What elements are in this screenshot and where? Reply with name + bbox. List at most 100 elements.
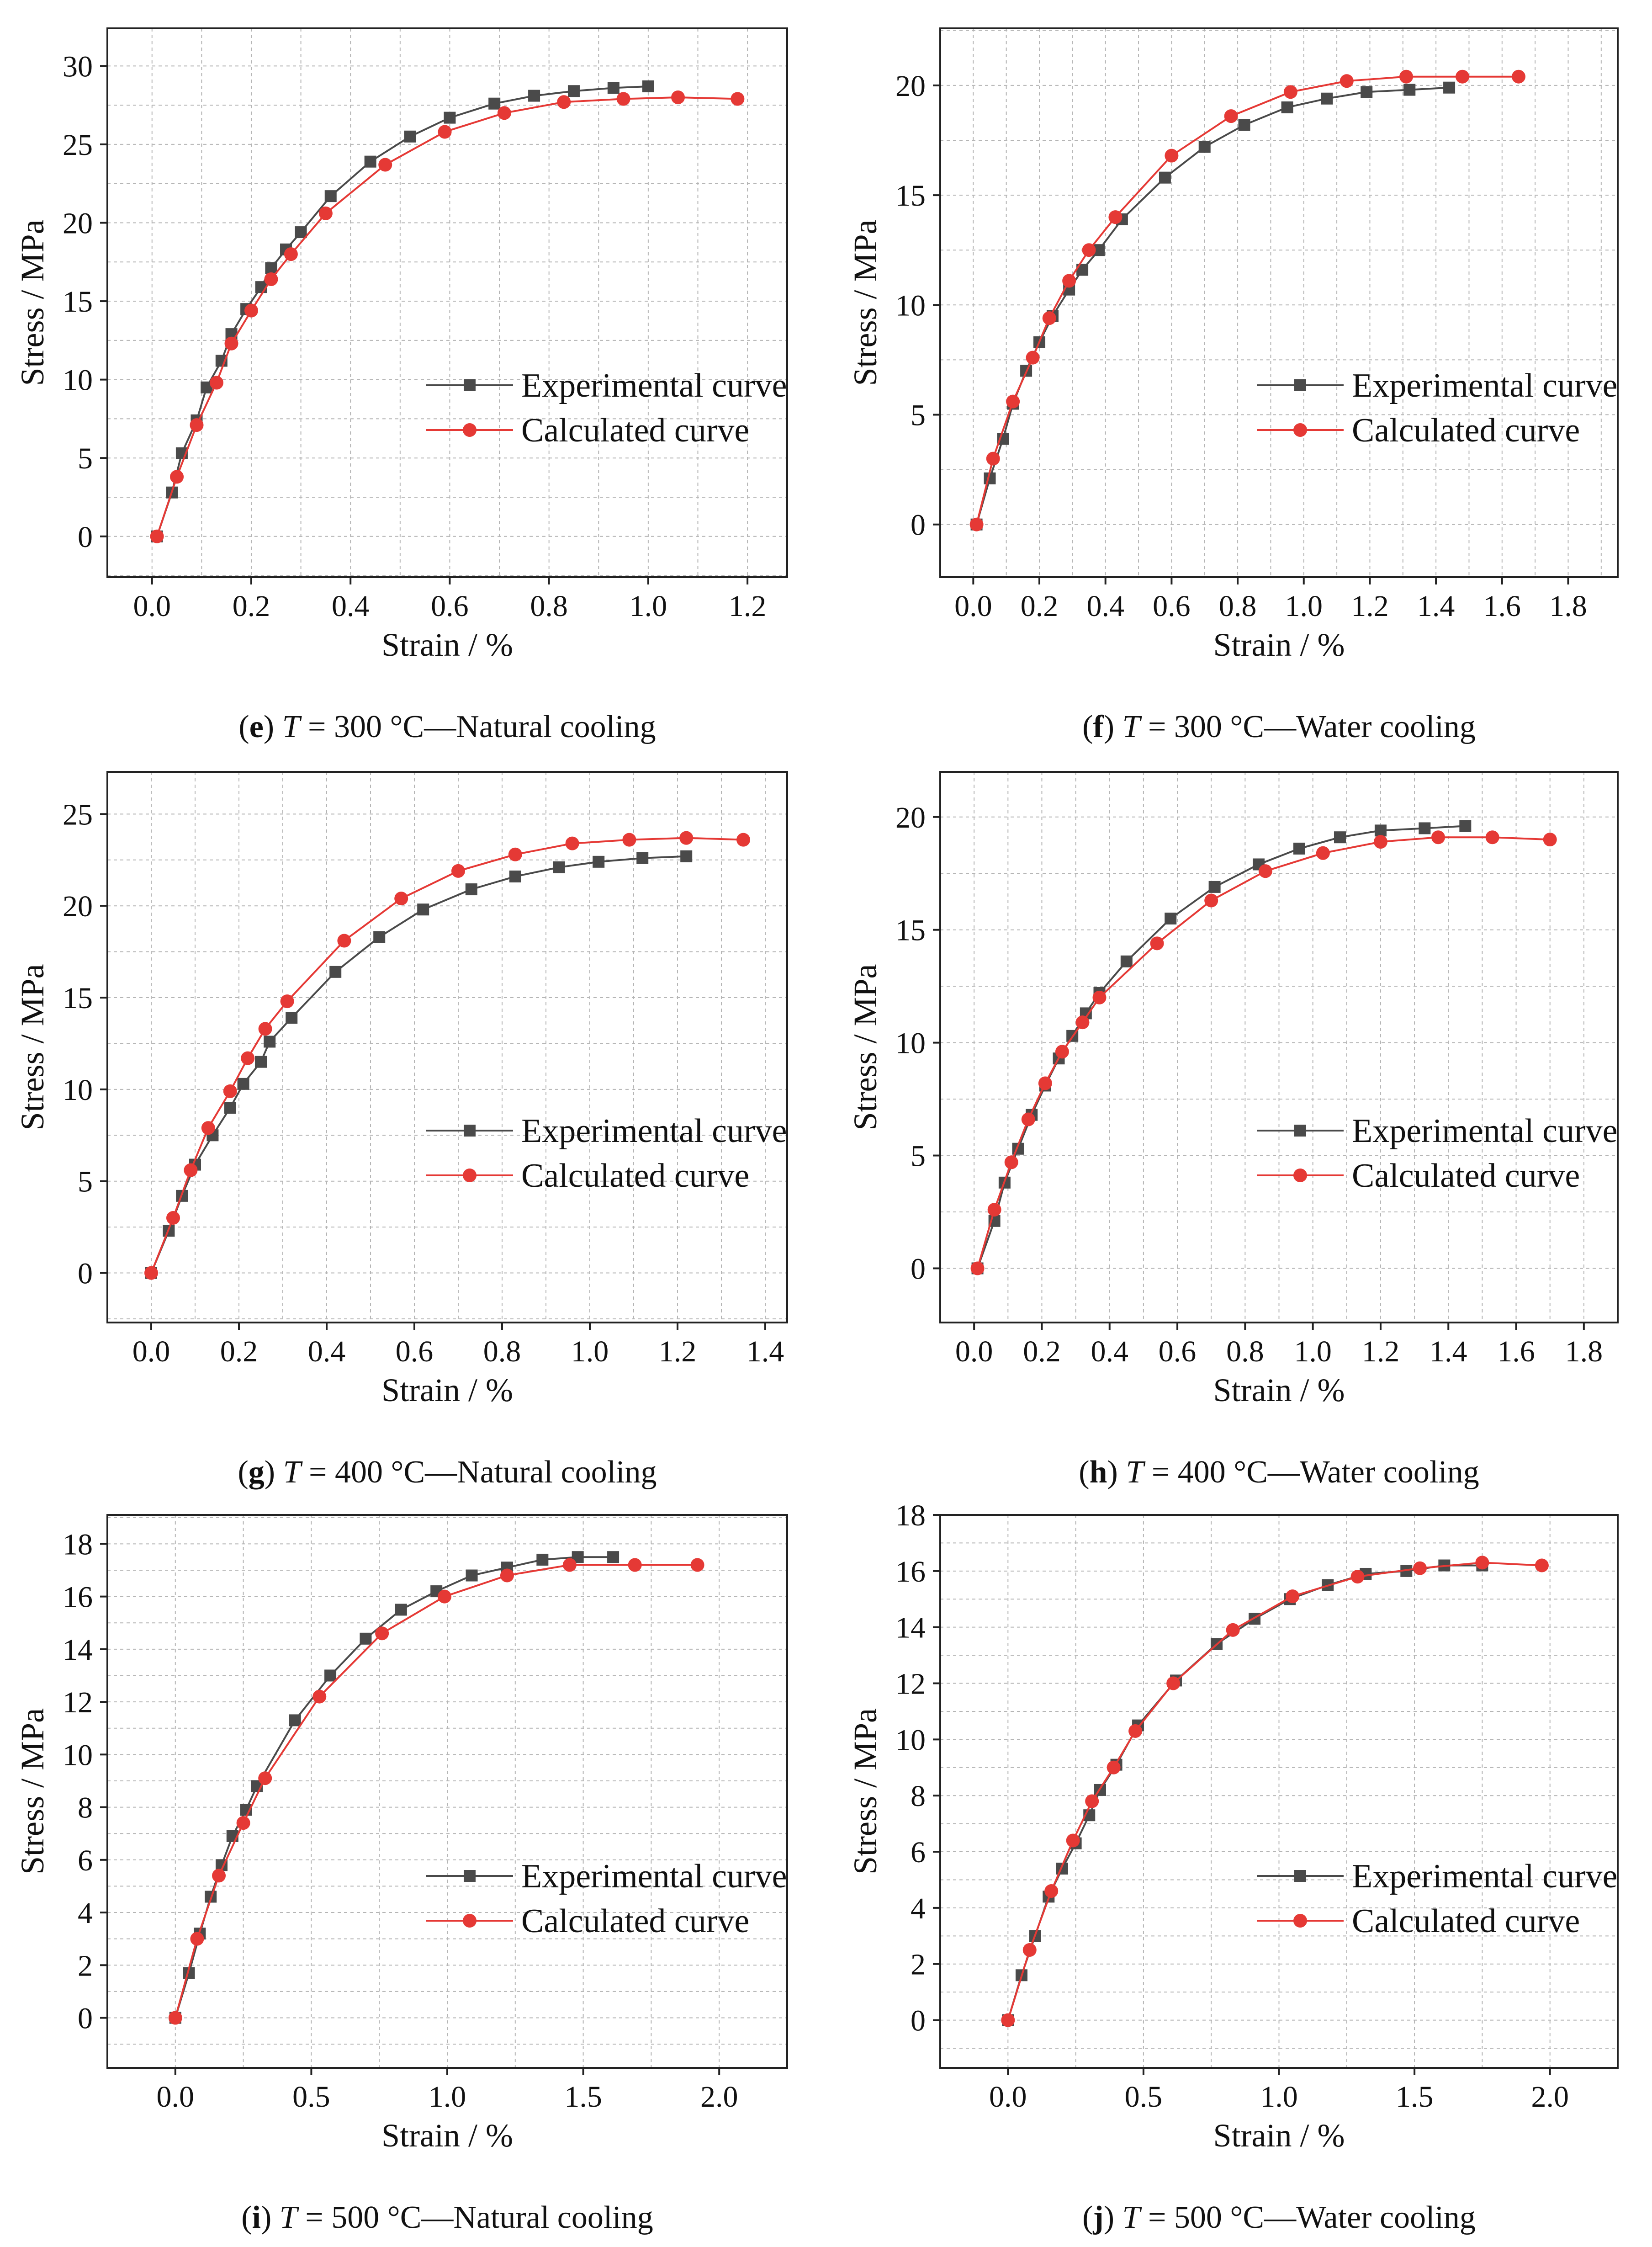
y-tick-label: 12 <box>63 1686 93 1719</box>
x-axis-label: Strain / % <box>381 1372 513 1408</box>
data-point-circle <box>1022 1943 1037 1957</box>
legend-marker-square <box>1294 1870 1306 1882</box>
data-point-square <box>295 226 307 239</box>
data-point-square <box>488 97 501 110</box>
x-tick-label: 0.2 <box>1021 590 1059 623</box>
data-point-circle <box>1026 351 1040 365</box>
data-point-circle <box>1535 1558 1549 1572</box>
chart-j: 0.0 0.5 1.0 1.5 2.0 0 2 4 6 8 10 12 14 16 18 Strain / %… <box>847 1499 1619 2235</box>
legend-marker-circle <box>463 1914 477 1928</box>
series-line <box>150 855 687 1274</box>
data-point-square <box>1443 81 1456 94</box>
y-axis-label: Stress / MPa <box>847 219 884 386</box>
x-tick-label: 1.2 <box>1362 1335 1400 1368</box>
data-point-circle <box>1543 833 1557 847</box>
x-tick-label: 0.6 <box>431 590 469 623</box>
data-point-circle <box>144 1266 158 1280</box>
x-tick-label: 2.0 <box>700 2080 738 2114</box>
x-tick-label: 0.2 <box>220 1335 258 1368</box>
legend-label: Calculated curve <box>1352 1902 1580 1940</box>
data-point-circle <box>1350 1570 1365 1584</box>
data-point-circle <box>258 1771 272 1785</box>
y-tick-label: 10 <box>63 1738 93 1772</box>
x-tick-label: 1.4 <box>1430 1335 1467 1368</box>
y-tick-label: 10 <box>63 364 93 397</box>
data-point-circle <box>438 125 452 139</box>
data-point-circle <box>284 247 298 261</box>
data-point-square <box>373 931 386 943</box>
data-point-circle <box>1340 74 1354 88</box>
data-point-circle <box>1038 1076 1052 1090</box>
data-point-circle <box>1085 1794 1099 1808</box>
x-tick-label: 1.4 <box>747 1335 784 1368</box>
legend-label: Experimental curve <box>521 1112 787 1150</box>
data-point-circle <box>184 1163 198 1177</box>
legend-marker-circle <box>1293 423 1307 437</box>
data-point-circle <box>1066 1833 1080 1848</box>
y-tick-label: 10 <box>895 1723 926 1757</box>
data-point-square <box>417 903 429 916</box>
data-point-circle <box>616 92 630 106</box>
data-point-square <box>528 90 540 102</box>
data-point-square <box>1208 881 1221 893</box>
data-point-circle <box>166 1211 180 1225</box>
x-tick-label: 0.8 <box>530 590 568 623</box>
y-tick-label: 2 <box>911 1948 926 1981</box>
y-tick-label: 18 <box>63 1528 93 1561</box>
data-point-square <box>324 1669 337 1682</box>
chart-caption: (j) T = 500 °C—Water cooling <box>1082 2200 1476 2235</box>
data-point-circle <box>244 303 258 318</box>
data-point-circle <box>671 90 685 104</box>
x-tick-label: 1.8 <box>1565 1335 1603 1368</box>
x-tick-label: 0.6 <box>1159 1335 1197 1368</box>
data-point-circle <box>1082 243 1096 257</box>
data-point-circle <box>736 833 750 847</box>
data-point-circle <box>1042 311 1056 325</box>
y-tick-label: 4 <box>78 1896 93 1930</box>
data-point-circle <box>1055 1045 1069 1059</box>
data-point-circle <box>1128 1724 1143 1738</box>
x-tick-label: 0.4 <box>308 1335 346 1368</box>
data-point-circle <box>212 1869 226 1883</box>
data-point-circle <box>1108 210 1123 224</box>
x-tick-label: 1.4 <box>1417 590 1455 623</box>
data-point-circle <box>1258 864 1272 878</box>
x-tick-label: 1.6 <box>1497 1335 1535 1368</box>
data-point-square <box>466 1569 478 1582</box>
chart-f: 0.0 0.2 0.4 0.6 0.8 1.0 1.2 1.4 1.6 1.8 0 5 10 15 20 St… <box>847 27 1619 744</box>
data-point-square <box>553 861 565 873</box>
chart-caption: (f) T = 300 °C—Water cooling <box>1082 709 1476 744</box>
y-axis-label: Stress / MPa <box>847 1708 884 1875</box>
y-tick-label: 15 <box>63 285 93 319</box>
data-point-circle <box>565 836 579 850</box>
y-tick-label: 15 <box>895 179 926 212</box>
chart-h: 0.0 0.2 0.4 0.6 0.8 1.0 1.2 1.4 1.6 1.8 0 5 10 15 20 St… <box>847 771 1619 1490</box>
data-point-square <box>404 130 416 143</box>
data-point-circle <box>628 1558 642 1572</box>
data-point-square <box>1120 955 1133 967</box>
data-point-circle <box>168 2011 182 2025</box>
data-point-circle <box>1021 1112 1035 1126</box>
y-tick-label: 0 <box>78 1257 93 1291</box>
y-tick-label: 5 <box>78 442 93 475</box>
x-tick-label: 1.8 <box>1549 590 1587 623</box>
series-experimental <box>169 1551 620 2024</box>
series-line <box>976 825 1466 1269</box>
x-tick-label: 1.0 <box>571 1335 609 1368</box>
data-point-circle <box>1316 846 1330 860</box>
y-tick-label: 8 <box>78 1791 93 1825</box>
x-tick-label: 0.6 <box>1153 590 1191 623</box>
data-point-circle <box>500 1568 514 1583</box>
data-point-circle <box>1226 1623 1240 1637</box>
legend-marker-circle <box>1293 1169 1307 1182</box>
data-point-circle <box>236 1816 250 1830</box>
data-point-circle <box>970 1261 985 1275</box>
data-point-circle <box>209 376 223 390</box>
x-axis-label: Strain / % <box>1213 2117 1345 2154</box>
data-point-square <box>1459 820 1472 832</box>
data-point-square <box>444 112 456 124</box>
x-tick-label: 0.5 <box>1125 2080 1163 2114</box>
y-tick-label: 20 <box>63 890 93 923</box>
data-point-circle <box>1413 1561 1427 1575</box>
series-line <box>975 75 1519 525</box>
